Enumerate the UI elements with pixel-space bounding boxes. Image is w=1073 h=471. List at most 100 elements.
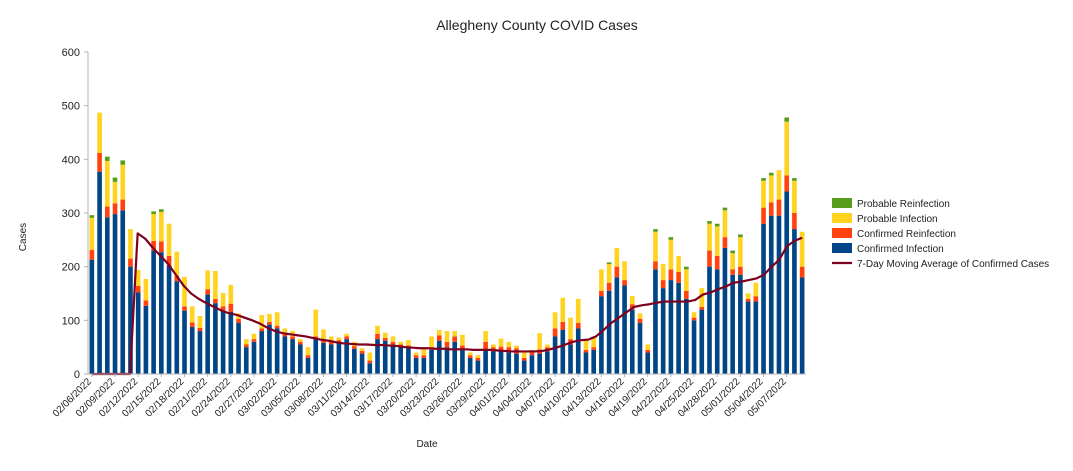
chart-title: Allegheny County COVID Cases xyxy=(436,17,638,33)
bar-confirmed-reinfection xyxy=(714,255,720,270)
bar-probable-infection xyxy=(321,329,326,341)
y-tick-label: 0 xyxy=(74,369,80,381)
bar-probable-infection xyxy=(413,352,419,356)
bar-probable-infection xyxy=(120,164,126,200)
bar-confirmed-infection xyxy=(135,292,141,374)
bar-probable-infection xyxy=(467,352,473,356)
bar-confirmed-reinfection xyxy=(359,350,365,354)
bar-confirmed-infection xyxy=(784,191,790,374)
bar-probable-infection xyxy=(799,231,805,267)
bar-probable-infection xyxy=(104,160,110,207)
bar-confirmed-reinfection xyxy=(622,280,627,286)
bar-confirmed-infection xyxy=(460,349,465,374)
bar-probable-infection xyxy=(668,239,674,270)
y-tick-label: 200 xyxy=(62,262,80,274)
bar-confirmed-reinfection xyxy=(583,349,589,353)
bar-confirmed-infection xyxy=(421,357,427,374)
bar-probable-infection xyxy=(267,313,272,322)
bar-confirmed-infection xyxy=(359,353,365,374)
bar-confirmed-reinfection xyxy=(259,328,265,332)
bar-probable-infection xyxy=(174,251,180,276)
bar-confirmed-infection xyxy=(398,347,403,374)
bar-confirmed-infection xyxy=(97,171,102,374)
bar-confirmed-infection xyxy=(313,339,319,374)
legend-label: 7-Day Moving Average of Confirmed Cases xyxy=(857,259,1049,270)
bar-confirmed-infection xyxy=(182,310,187,374)
bar-probable-reinfection xyxy=(684,266,689,270)
bar-confirmed-reinfection xyxy=(691,317,697,321)
bar-confirmed-reinfection xyxy=(738,266,743,275)
bar-probable-infection xyxy=(599,269,604,291)
y-tick-label: 100 xyxy=(62,315,80,327)
axes xyxy=(87,52,806,375)
bar-confirmed-reinfection xyxy=(506,347,512,353)
bar-confirmed-reinfection xyxy=(645,349,651,353)
bar-confirmed-infection xyxy=(475,360,481,374)
bar-confirmed-infection xyxy=(174,281,180,374)
bar-confirmed-reinfection xyxy=(444,341,450,348)
bar-confirmed-reinfection xyxy=(282,333,288,337)
bar-confirmed-reinfection xyxy=(467,355,473,358)
bar-confirmed-reinfection xyxy=(97,152,102,172)
bar-probable-infection xyxy=(660,263,666,281)
bar-confirmed-reinfection xyxy=(552,328,558,337)
bar-probable-reinfection xyxy=(112,177,118,182)
bar-confirmed-infection xyxy=(799,277,805,374)
bar-confirmed-reinfection xyxy=(475,357,481,361)
bar-confirmed-infection xyxy=(768,215,774,374)
moving-average-group xyxy=(91,232,803,376)
bar-probable-infection xyxy=(298,339,303,342)
bar-probable-infection xyxy=(128,229,133,259)
bar-probable-reinfection xyxy=(120,160,126,165)
bar-confirmed-reinfection xyxy=(676,272,681,283)
bar-probable-infection xyxy=(784,121,790,176)
bar-confirmed-reinfection xyxy=(707,250,712,267)
legend-swatch xyxy=(832,243,852,253)
bar-confirmed-reinfection xyxy=(220,306,226,311)
bar-probable-infection xyxy=(305,347,311,356)
bar-confirmed-infection xyxy=(714,269,720,374)
bar-confirmed-reinfection xyxy=(143,300,149,306)
bar-confirmed-infection xyxy=(537,353,542,374)
bar-confirmed-reinfection xyxy=(174,275,180,282)
bar-confirmed-reinfection xyxy=(321,340,326,343)
bar-confirmed-infection xyxy=(707,266,712,374)
bar-confirmed-infection xyxy=(653,269,658,374)
bar-probable-reinfection xyxy=(792,178,797,181)
bar-probable-infection xyxy=(259,314,265,329)
bar-confirmed-reinfection xyxy=(159,241,164,253)
bar-confirmed-reinfection xyxy=(205,289,210,295)
bar-probable-infection xyxy=(336,337,342,341)
x-axis: 02/06/202202/09/202202/12/202202/15/2022… xyxy=(51,374,789,420)
bar-confirmed-infection xyxy=(730,274,735,374)
bar-confirmed-infection xyxy=(220,310,226,374)
bar-probable-infection xyxy=(475,355,481,358)
bar-probable-infection xyxy=(521,352,527,358)
bar-confirmed-reinfection xyxy=(792,213,797,230)
bar-probable-infection xyxy=(699,288,705,307)
bar-confirmed-reinfection xyxy=(668,269,674,281)
bar-confirmed-infection xyxy=(213,303,218,374)
bar-probable-infection xyxy=(406,340,411,346)
bar-confirmed-infection xyxy=(143,305,149,374)
bar-probable-infection xyxy=(776,170,782,200)
legend-label: Probable Reinfection xyxy=(857,199,950,210)
bar-confirmed-reinfection xyxy=(799,266,805,278)
bar-probable-infection xyxy=(707,223,712,251)
bar-probable-reinfection xyxy=(738,234,743,238)
bar-confirmed-reinfection xyxy=(213,298,218,304)
bar-probable-infection xyxy=(460,334,465,346)
bar-confirmed-infection xyxy=(529,355,535,374)
bar-confirmed-infection xyxy=(498,350,504,374)
bar-confirmed-reinfection xyxy=(375,333,380,340)
y-tick-label: 400 xyxy=(62,154,80,166)
bar-confirmed-reinfection xyxy=(606,282,612,291)
bar-confirmed-reinfection xyxy=(182,306,187,311)
bar-confirmed-infection xyxy=(629,309,635,374)
bar-confirmed-reinfection xyxy=(344,336,349,340)
y-axis: 0 100 200 300 400 500 600 xyxy=(62,47,88,381)
bar-confirmed-infection xyxy=(429,349,434,374)
bar-confirmed-reinfection xyxy=(236,318,241,324)
